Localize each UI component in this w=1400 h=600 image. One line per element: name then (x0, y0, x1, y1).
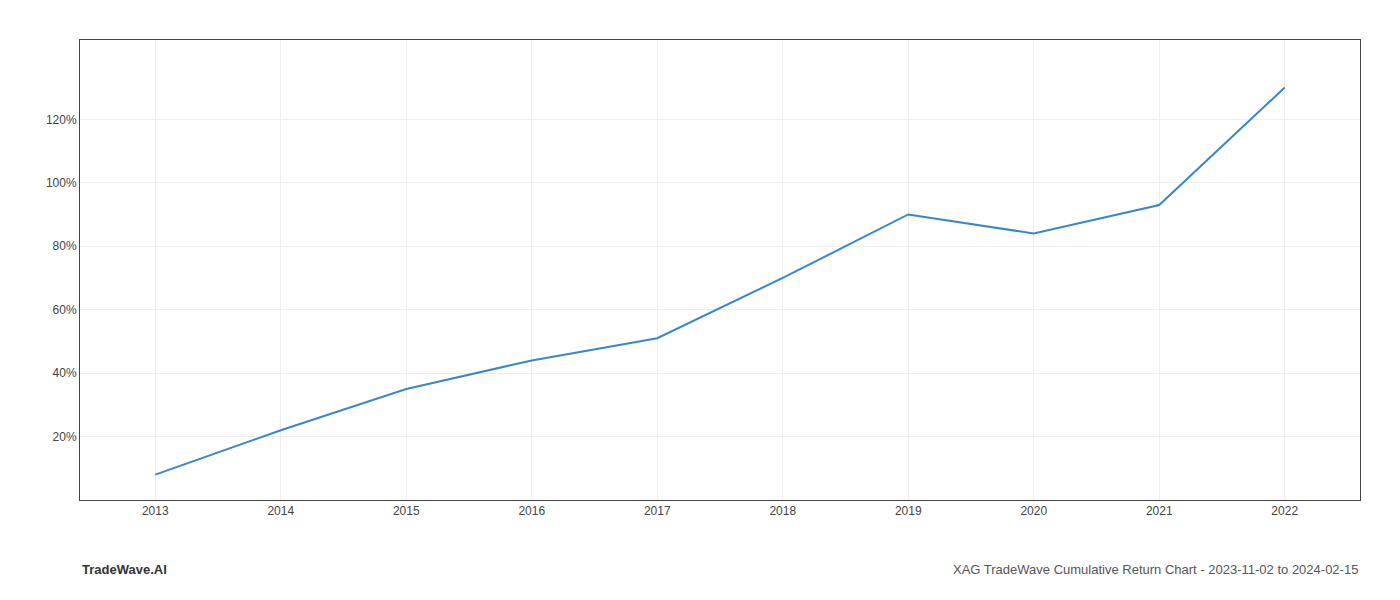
svg-text:2022: 2022 (1271, 504, 1298, 518)
svg-text:20%: 20% (53, 430, 77, 444)
svg-text:2021: 2021 (1146, 504, 1173, 518)
svg-text:120%: 120% (46, 113, 77, 127)
svg-text:2015: 2015 (393, 504, 420, 518)
svg-text:100%: 100% (46, 176, 77, 190)
svg-text:2016: 2016 (518, 504, 545, 518)
svg-text:2019: 2019 (895, 504, 922, 518)
svg-text:XAG TradeWave Cumulative Retur: XAG TradeWave Cumulative Return Chart - … (953, 562, 1358, 577)
svg-text:60%: 60% (53, 303, 77, 317)
svg-text:2017: 2017 (644, 504, 671, 518)
svg-text:2013: 2013 (142, 504, 169, 518)
svg-text:TradeWave.AI: TradeWave.AI (82, 562, 167, 577)
svg-text:2020: 2020 (1020, 504, 1047, 518)
svg-text:2014: 2014 (267, 504, 294, 518)
svg-text:40%: 40% (53, 366, 77, 380)
svg-text:2018: 2018 (769, 504, 796, 518)
svg-text:80%: 80% (53, 239, 77, 253)
